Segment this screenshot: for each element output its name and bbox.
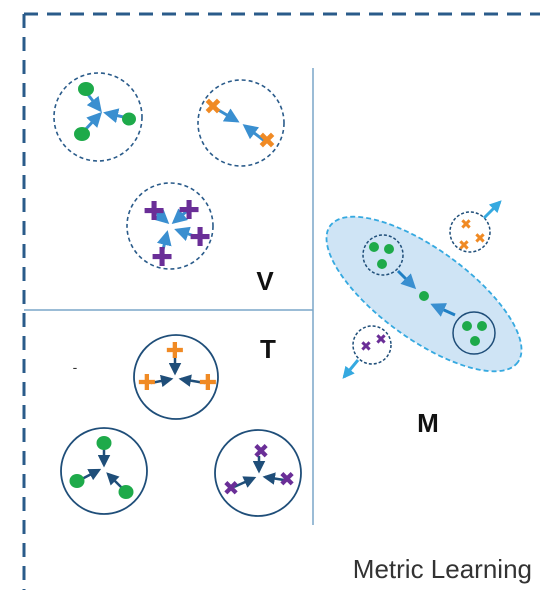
- green-dot-icon: [369, 242, 379, 252]
- purple-plus-icon: ✚: [143, 197, 165, 227]
- orange-plus-icon: ✚: [138, 371, 156, 396]
- t-green-cluster: [60, 427, 148, 515]
- m-green-cluster-lower: [452, 311, 496, 355]
- panel-m: ✖ ✖ ✖ ✖ ✖ M: [325, 200, 523, 438]
- orange-cross-icon: ✖: [474, 231, 486, 247]
- diagram-title: Metric Learning: [353, 554, 532, 584]
- panel-v-label: V: [256, 266, 274, 296]
- purple-plus-icon: ✚: [189, 223, 211, 253]
- m-orange-cluster: ✖ ✖ ✖: [449, 200, 502, 254]
- stray-dash-mark: -: [73, 359, 78, 375]
- green-dot-icon: [74, 127, 90, 141]
- t-purple-cluster: ✖ ✖ ✖: [214, 429, 302, 517]
- purple-cross-icon: ✖: [223, 476, 240, 500]
- green-dot-icon: [78, 82, 94, 96]
- green-dot-icon: [462, 321, 472, 331]
- m-purple-cluster: ✖ ✖: [342, 325, 392, 379]
- purple-cross-icon: ✖: [360, 339, 372, 355]
- orange-cross-icon: ✖: [258, 129, 276, 154]
- green-dot-icon: [96, 436, 112, 450]
- green-dot-icon: [470, 336, 480, 346]
- outer-dashed-frame: [22, 12, 540, 590]
- purple-cross-icon: ✖: [375, 332, 387, 348]
- purple-cross-icon: ✖: [279, 467, 296, 491]
- v-orange-cluster: ✖ ✖: [197, 79, 285, 167]
- panel-v: ✖ ✖ ✚ ✚ ✚ ✚ V: [53, 72, 285, 296]
- green-dot-icon: [69, 474, 85, 488]
- panel-m-label: M: [417, 408, 439, 438]
- green-dot-icon: [377, 259, 387, 269]
- purple-plus-icon: ✚: [151, 243, 173, 273]
- green-dot-icon: [477, 321, 487, 331]
- green-dot-icon: [419, 291, 429, 301]
- v-purple-cluster: ✚ ✚ ✚ ✚: [126, 182, 214, 273]
- v-green-cluster: [53, 72, 143, 162]
- orange-plus-icon: ✚: [166, 339, 184, 364]
- orange-cross-icon: ✖: [204, 95, 222, 120]
- green-dot-icon: [122, 112, 136, 126]
- orange-plus-icon: ✚: [199, 371, 217, 396]
- t-orange-cluster: ✚ ✚ ✚: [133, 334, 219, 420]
- orange-cross-icon: ✖: [460, 217, 472, 233]
- m-green-cluster-upper: [362, 234, 404, 276]
- green-dot-icon: [384, 244, 394, 254]
- purple-cross-icon: ✖: [253, 439, 270, 463]
- orange-cross-icon: ✖: [458, 238, 470, 254]
- panel-t: T - ✚ ✚ ✚ ✖ ✖: [60, 334, 302, 517]
- purple-plus-icon: ✚: [178, 196, 200, 226]
- panel-t-label: T: [260, 334, 276, 364]
- green-dot-icon: [118, 485, 134, 499]
